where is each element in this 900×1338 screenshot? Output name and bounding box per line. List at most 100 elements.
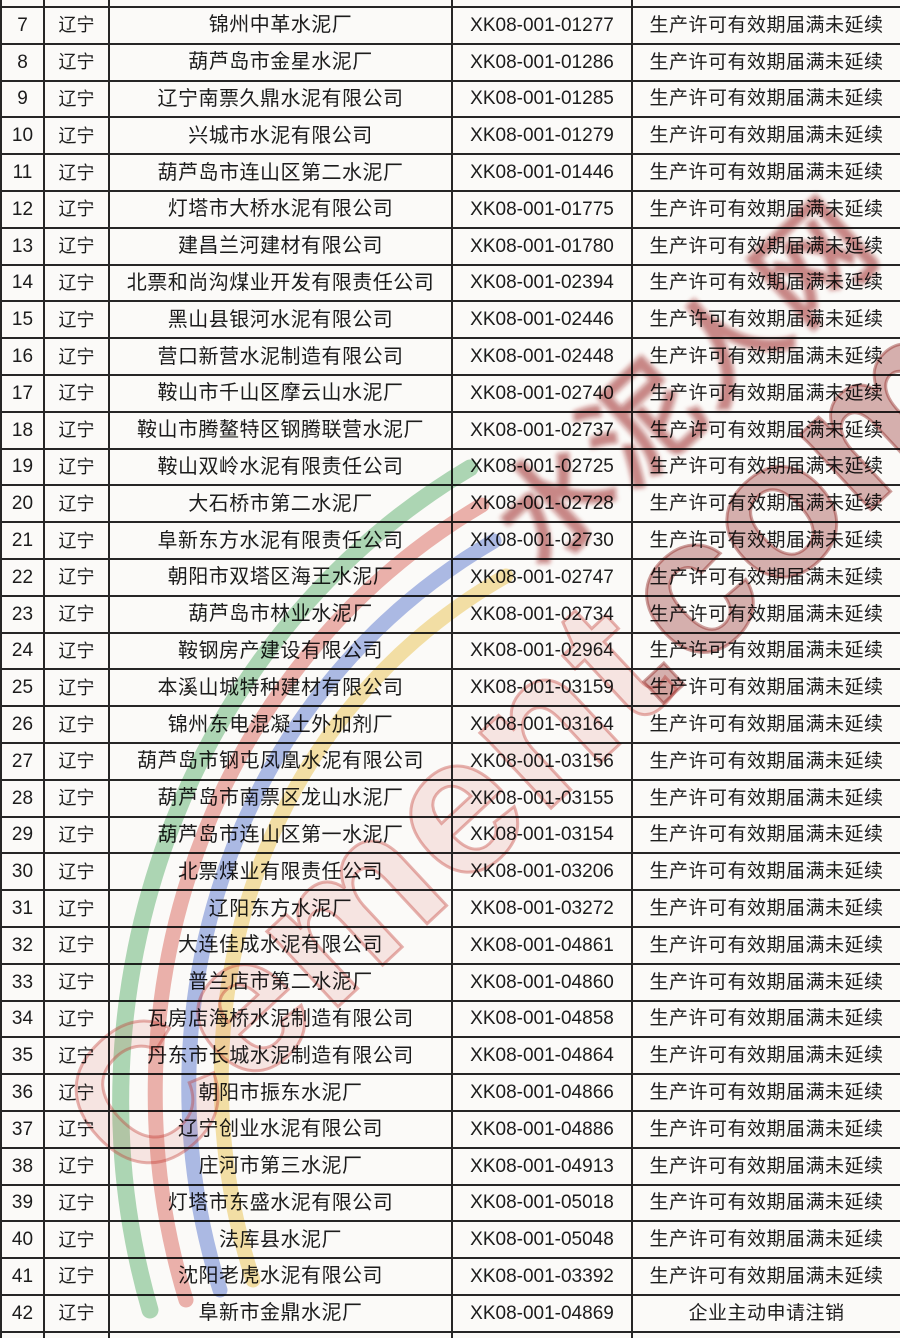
status-cell: 生产许可有效期届满未延续 (649, 198, 884, 220)
row-number-cell (0, 1332, 45, 1338)
license-number-cell: XK08-001-02964 (453, 633, 633, 669)
province-cell: 辽宁 (45, 559, 110, 595)
table-row: 40 辽宁 法库县水泥厂 XK08-001-05048 生产许可有效期届满未延续 (0, 1222, 900, 1260)
status-cell (633, 1333, 900, 1338)
province-cell: 辽宁 (45, 191, 110, 227)
company-name-cell: 法库县水泥厂 (110, 1222, 453, 1258)
license-number-cell: XK08-001-02394 (453, 265, 633, 301)
table-row: 11 辽宁 葫芦岛市连山区第二水泥厂 XK08-001-01446 生产许可有效期届满未… (0, 155, 900, 192)
company-name-cell: 辽宁南票久鼎水泥有限公司 (110, 81, 453, 117)
company-name-cell (110, 0, 453, 6)
company-name-cell: 鞍山市腾鳌特区钢腾联营水泥厂 (110, 412, 453, 448)
company-name-cell: 瓦房店海桥水泥制造有限公司 (110, 1001, 453, 1037)
row-number-cell: 28 (0, 780, 45, 816)
license-number-cell: XK08-001-03156 (453, 743, 633, 779)
license-number-cell: XK08-001-04886 (453, 1111, 633, 1147)
province-cell: 辽宁 (45, 339, 110, 374)
license-number-cell: XK08-001-03206 (453, 854, 633, 890)
province-cell: 辽宁 (45, 964, 110, 1000)
table-row: 33 辽宁 普兰店市第二水泥厂 XK08-001-04860 生产许可有效期届满未延续 (0, 964, 900, 1002)
table-row: 7 辽宁 锦州中革水泥厂 XK08-001-01277 生产许可有效期届满未延续 (0, 8, 900, 45)
table-row: 8 辽宁 葫芦岛市金星水泥厂 XK08-001-01286 生产许可有效期届满未延续 (0, 44, 900, 82)
province-cell: 辽宁 (45, 670, 110, 706)
status-cell: 生产许可有效期届满未延续 (649, 1082, 884, 1103)
status-cell: 生产许可有效期届满未延续 (649, 419, 884, 441)
row-number-cell: 21 (0, 523, 45, 558)
company-name-cell: 灯塔市大桥水泥有限公司 (110, 191, 453, 227)
status-cell: 生产许可有效期届满未延续 (649, 346, 884, 368)
table-row-partial-bottom (0, 1332, 900, 1338)
table-row: 41 辽宁 沈阳老虎水泥有限公司 XK08-001-03392 生产许可有效期届满未延续 (0, 1259, 900, 1296)
status-cell: 生产许可有效期届满未延续 (649, 566, 884, 588)
license-number-cell: XK08-001-04860 (453, 964, 633, 1000)
table-row: 37 辽宁 辽宁创业水泥有限公司 XK08-001-04886 生产许可有效期届满未延续 (0, 1111, 900, 1149)
company-name-cell (110, 1332, 453, 1338)
row-number-cell: 23 (0, 596, 45, 632)
province-cell: 辽宁 (45, 8, 110, 43)
row-number-cell: 39 (0, 1185, 45, 1221)
status-cell: 生产许可有效期届满未延续 (649, 88, 884, 110)
row-number-cell: 10 (0, 118, 45, 154)
license-number-cell: XK08-001-03154 (453, 817, 633, 853)
license-number-cell: XK08-001-04866 (453, 1075, 633, 1110)
license-number-cell: XK08-001-02730 (453, 523, 633, 558)
table-row: 28 辽宁 葫芦岛市南票区龙山水泥厂 XK08-001-03155 生产许可有效期届满未… (0, 780, 900, 818)
row-number-cell: 31 (0, 891, 45, 926)
company-name-cell: 兴城市水泥有限公司 (110, 118, 453, 154)
status-cell: 生产许可有效期届满未延续 (649, 1229, 884, 1251)
status-cell: 生产许可有效期届满未延续 (649, 787, 884, 809)
status-cell: 企业主动申请注销 (688, 1302, 845, 1324)
table-row: 25 辽宁 本溪山城特种建材有限公司 XK08-001-03159 生产许可有效期届满未… (0, 670, 900, 708)
row-number-cell: 11 (0, 155, 45, 190)
company-name-cell: 普兰店市第二水泥厂 (110, 964, 453, 1000)
company-name-cell: 葫芦岛市林业水泥厂 (110, 596, 453, 632)
status-cell: 生产许可有效期届满未延续 (649, 309, 884, 331)
company-name-cell: 锦州中革水泥厂 (110, 8, 453, 43)
table-row: 31 辽宁 辽阳东方水泥厂 XK08-001-03272 生产许可有效期届满未延续 (0, 891, 900, 928)
company-name-cell: 北票和尚沟煤业开发有限责任公司 (110, 265, 453, 301)
company-name-cell: 朝阳市振东水泥厂 (110, 1075, 453, 1110)
status-cell: 生产许可有效期届满未延续 (649, 603, 884, 625)
status-cell: 生产许可有效期届满未延续 (649, 530, 884, 552)
province-cell: 辽宁 (45, 854, 110, 890)
license-number-cell: XK08-001-05048 (453, 1222, 633, 1258)
row-number-cell: 40 (0, 1222, 45, 1258)
status-cell: 生产许可有效期届满未延续 (649, 640, 884, 662)
status-cell: 生产许可有效期届满未延续 (649, 51, 884, 73)
status-cell: 生产许可有效期届满未延续 (649, 824, 884, 846)
row-number-cell: 25 (0, 670, 45, 706)
company-name-cell: 本溪山城特种建材有限公司 (110, 670, 453, 706)
row-number-cell: 14 (0, 265, 45, 301)
province-cell: 辽宁 (45, 633, 110, 669)
company-name-cell: 庄河市第三水泥厂 (110, 1148, 453, 1184)
company-name-cell: 大连佳成水泥有限公司 (110, 927, 453, 963)
status-cell: 生产许可有效期届满未延续 (649, 493, 884, 515)
row-number-cell: 41 (0, 1259, 45, 1294)
status-cell: 生产许可有效期届满未延续 (649, 1008, 884, 1030)
license-number-cell: XK08-001-01775 (453, 191, 633, 227)
status-cell: 生产许可有效期届满未延续 (649, 861, 884, 883)
license-number-cell: XK08-001-02737 (453, 412, 633, 448)
company-name-cell: 鞍山市千山区摩云山水泥厂 (110, 375, 453, 411)
row-number-cell: 33 (0, 964, 45, 1000)
license-number-cell: XK08-001-02747 (453, 559, 633, 595)
row-number-cell: 16 (0, 339, 45, 374)
province-cell: 辽宁 (45, 1038, 110, 1074)
table-row: 18 辽宁 鞍山市腾鳌特区钢腾联营水泥厂 XK08-001-02737 生产许可有效期届… (0, 412, 900, 450)
row-number-cell: 32 (0, 927, 45, 963)
status-cell: 生产许可有效期届满未延续 (649, 934, 884, 956)
status-cell: 生产许可有效期届满未延续 (649, 1045, 884, 1067)
license-number-cell: XK08-001-05018 (453, 1185, 633, 1221)
table-row: 17 辽宁 鞍山市千山区摩云山水泥厂 XK08-001-02740 生产许可有效期届满未… (0, 375, 900, 413)
province-cell: 辽宁 (45, 780, 110, 816)
status-cell: 生产许可有效期届满未延续 (649, 971, 884, 993)
row-number-cell: 35 (0, 1038, 45, 1074)
province-cell: 辽宁 (45, 1001, 110, 1037)
table-row: 9 辽宁 辽宁南票久鼎水泥有限公司 XK08-001-01285 生产许可有效期届满未延… (0, 81, 900, 119)
province-cell: 辽宁 (45, 118, 110, 154)
table-row: 30 辽宁 北票煤业有限责任公司 XK08-001-03206 生产许可有效期届满未延续 (0, 854, 900, 892)
province-cell: 辽宁 (45, 1185, 110, 1221)
company-name-cell: 葫芦岛市连山区第二水泥厂 (110, 155, 453, 190)
row-number-cell: 15 (0, 302, 45, 338)
company-name-cell: 辽宁创业水泥有限公司 (110, 1111, 453, 1147)
